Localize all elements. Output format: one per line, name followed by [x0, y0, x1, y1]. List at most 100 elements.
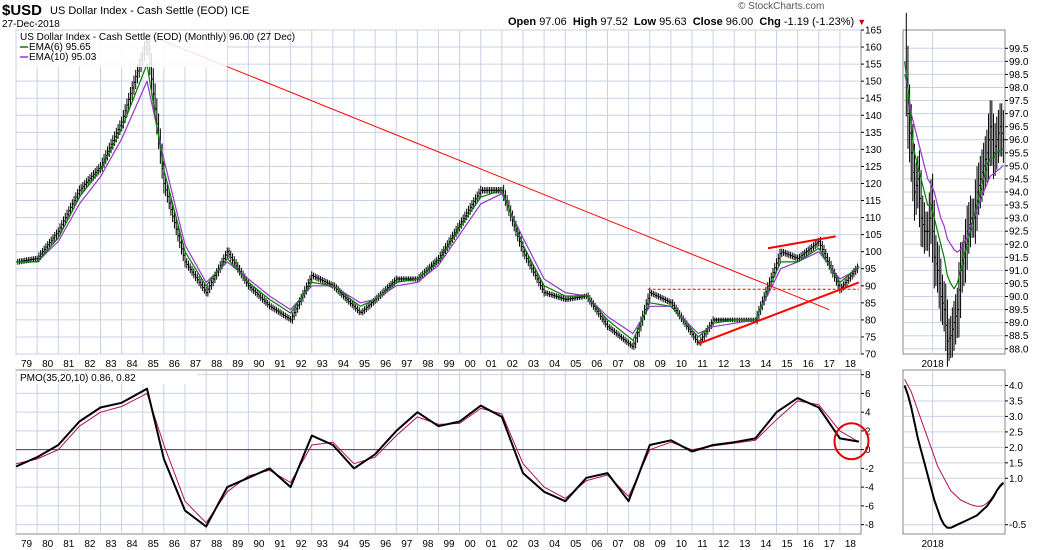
main-x-tick-label: 82 [84, 359, 96, 370]
zoom-pmo-panel [902, 369, 1006, 535]
main-y-tick-label: 100 [865, 247, 882, 258]
main-y-tick-label: 130 [865, 145, 882, 156]
main-x-tick-label: 11 [697, 359, 708, 370]
pmo-x-tick-label: 97 [401, 539, 413, 550]
main-y-tick-label: 95 [865, 264, 877, 275]
low-label: Low [634, 16, 657, 28]
pmo-x-tick-label: 01 [486, 539, 498, 550]
main-x-tick-label: 98 [422, 359, 434, 370]
down-arrow-icon: ▼ [857, 17, 867, 27]
main-y-tick-label: 120 [865, 179, 882, 190]
zoom-y-tick-label: 93.0 [1009, 214, 1029, 225]
pmo-x-tick-label: 91 [275, 539, 287, 550]
zoom-x-tick-label: 2018 [921, 359, 944, 370]
zoom-y-tick-label: 99.0 [1009, 57, 1029, 68]
zoom-pmo-y-tick-label: 1.5 [1009, 458, 1023, 469]
main-x-tick-label: 90 [253, 359, 265, 370]
main-x-tick-label: 99 [444, 359, 456, 370]
main-x-tick-label: 85 [148, 359, 160, 370]
main-x-tick-label: 88 [211, 359, 223, 370]
pmo-line [15, 387, 860, 528]
main-y-tick-label: 140 [865, 111, 882, 122]
zoom-y-tick-label: 99.5 [1009, 44, 1029, 55]
pmo-y-tick-label: 0 [865, 445, 871, 456]
high-label: High [572, 16, 598, 28]
main-x-tick-label: 81 [63, 359, 75, 370]
close-value: 96.00 [725, 16, 754, 28]
main-x-tick-label: 04 [549, 359, 561, 370]
main-x-tick-label: 89 [232, 359, 244, 370]
main-y-tick-label: 150 [865, 77, 882, 88]
pmo-x-tick-label: 84 [127, 539, 139, 550]
support-line [697, 281, 860, 345]
pmo-x-tick-label: 07 [613, 539, 625, 550]
main-x-tick-label: 13 [739, 359, 751, 370]
main-x-tick-label: 86 [169, 359, 181, 370]
zoom-y-tick-label: 88.0 [1009, 344, 1029, 355]
pmo-y-tick-label: -8 [865, 520, 874, 531]
main-x-tick-label: 84 [127, 359, 139, 370]
pmo-x-tick-label: 88 [211, 539, 223, 550]
main-y-tick-label: 115 [865, 196, 881, 207]
zoom-y-tick-label: 89.0 [1009, 318, 1029, 329]
main-x-tick-label: 03 [528, 359, 540, 370]
zoom-pmo-y-tick-label: 3.5 [1009, 396, 1023, 407]
main-x-tick-label: 02 [507, 359, 519, 370]
main-x-tick-label: 12 [718, 359, 730, 370]
ema6-line [16, 63, 860, 341]
pmo-x-tick-label: 98 [422, 539, 434, 550]
main-y-tick-label: 145 [865, 94, 882, 105]
pmo-x-tick-label: 06 [591, 539, 603, 550]
pmo-x-tick-label: 14 [760, 539, 772, 550]
main-x-tick-label: 79 [21, 359, 33, 370]
pmo-x-tick-label: 03 [528, 539, 540, 550]
ohlc-readout: Open 97.06 High 97.52 Low 95.63 Close 96… [508, 16, 866, 28]
open-label: Open [508, 16, 537, 28]
zoom-y-tick-label: 98.0 [1009, 83, 1029, 94]
pmo-x-tick-label: 95 [359, 539, 371, 550]
pmo-x-tick-label: 13 [739, 539, 751, 550]
pmo-x-tick-label: 92 [296, 539, 308, 550]
zoom-pmo-x-tick-label: 2018 [921, 539, 944, 550]
main-y-tick-label: 155 [865, 60, 882, 71]
main-x-tick-label: 15 [782, 359, 794, 370]
zoom-pmo-y-tick-label: -0.5 [1009, 520, 1027, 531]
main-x-tick-label: 93 [317, 359, 329, 370]
zoom-pmo-line [903, 385, 1005, 529]
pmo-x-tick-label: 87 [190, 539, 202, 550]
description-text: US Dollar Index - Cash Settle (EOD) [50, 5, 228, 17]
pmo-x-tick-label: 18 [845, 539, 857, 550]
ema6-legend-label: EMA(6) 95.65 [29, 42, 91, 53]
pmo-x-tick-label: 86 [169, 539, 181, 550]
zoom-y-tick-label: 98.5 [1009, 70, 1029, 81]
zoom-pmo-y-tick-label: 2.5 [1009, 427, 1023, 438]
high-value: 97.52 [600, 16, 628, 28]
chart-symbol: $USD [2, 2, 43, 19]
pmo-x-tick-label: 00 [465, 539, 477, 550]
main-x-tick-label: 17 [824, 359, 836, 370]
chart-date: 27-Dec-2018 [2, 19, 60, 30]
pmo-x-tick-label: 17 [824, 539, 836, 550]
main-x-tick-label: 18 [845, 359, 857, 370]
close-label: Close [692, 16, 723, 28]
pmo-x-tick-label: 08 [634, 539, 646, 550]
pmo-legend-backdrop [17, 371, 197, 384]
pmo-y-tick-label: -4 [865, 483, 874, 494]
trendline-line [144, 32, 830, 311]
pmo-x-tick-label: 99 [444, 539, 456, 550]
zoom-y-tick-label: 89.5 [1009, 305, 1029, 316]
chg-label: Chg [759, 16, 781, 28]
pmo-title: PMO(35,20,10) 0.86, 0.82 [20, 373, 136, 384]
pmo-x-tick-label: 93 [317, 539, 329, 550]
pmo-y-tick-label: 8 [865, 370, 871, 381]
main-y-tick-label: 160 [865, 43, 882, 54]
pmo-y-tick-label: -2 [865, 464, 874, 475]
main-x-tick-label: 97 [401, 359, 413, 370]
pmo-x-tick-label: 05 [570, 539, 582, 550]
zoom-y-tick-label: 95.0 [1009, 161, 1029, 172]
pmo-x-tick-label: 83 [106, 539, 118, 550]
zoom-y-tick-label: 90.0 [1009, 292, 1029, 303]
zoom-y-tick-label: 88.5 [1009, 331, 1029, 342]
pmo-x-tick-label: 80 [42, 539, 54, 550]
main-x-tick-label: 10 [676, 359, 688, 370]
